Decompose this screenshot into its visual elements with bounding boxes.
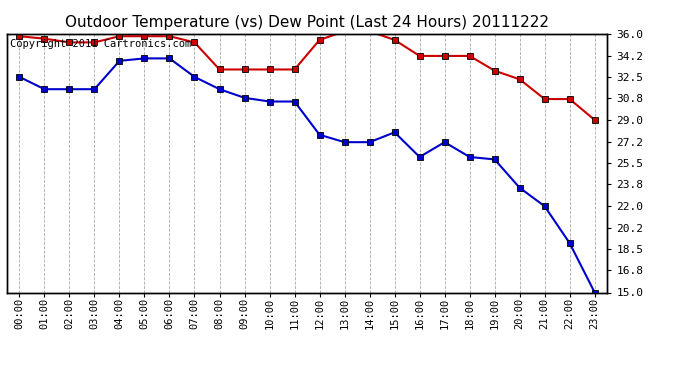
Title: Outdoor Temperature (vs) Dew Point (Last 24 Hours) 20111222: Outdoor Temperature (vs) Dew Point (Last…	[65, 15, 549, 30]
Text: Copyright 2011 Cartronics.com: Copyright 2011 Cartronics.com	[10, 39, 191, 49]
